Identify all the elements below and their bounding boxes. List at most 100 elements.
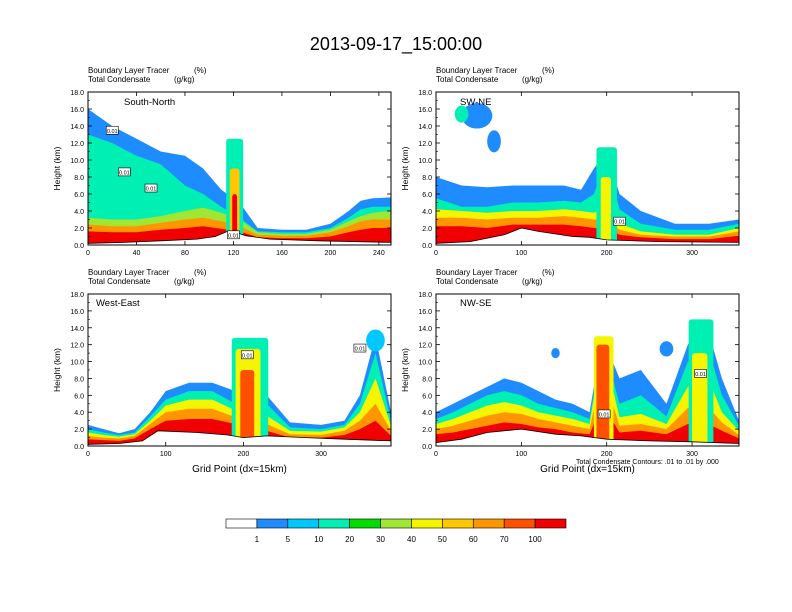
x-tick-label: 200 bbox=[601, 250, 613, 257]
panel-name: South-North bbox=[124, 97, 175, 108]
panel-header-unit1: (%) bbox=[542, 268, 555, 277]
cloud-blob-0 bbox=[366, 329, 385, 352]
y-tick-label: 0.0 bbox=[74, 444, 84, 451]
y-tick-label: 12.0 bbox=[70, 343, 84, 350]
y-tick-label: 8.0 bbox=[422, 175, 432, 182]
contour-label-box bbox=[227, 230, 240, 240]
x-tick-label: 0 bbox=[86, 250, 90, 257]
contour-label: 0.01 bbox=[599, 412, 610, 418]
contour-label-box bbox=[597, 409, 611, 419]
y-axis-label: Height (km) bbox=[52, 146, 62, 190]
y-tick-label: 14.0 bbox=[418, 326, 432, 333]
y-axis-label: Height (km) bbox=[52, 348, 62, 392]
y-tick-label: 8.0 bbox=[422, 376, 432, 383]
y-tick-label: 4.0 bbox=[74, 410, 84, 417]
colorbar-swatch-5 bbox=[380, 518, 412, 529]
panel-header-line2: Total Condensate bbox=[436, 75, 499, 84]
x-tick-label: 240 bbox=[373, 250, 385, 257]
cloud-blob-1 bbox=[487, 130, 501, 153]
panel-header-unit2: (g/kg) bbox=[522, 277, 543, 286]
y-tick-label: 6.0 bbox=[422, 192, 432, 199]
y-tick-label: 16.0 bbox=[418, 309, 432, 316]
panel-header-line1: Boundary Layer Tracer bbox=[436, 268, 518, 277]
plot-area bbox=[436, 92, 739, 245]
x-axis-label: Grid Point (dx=15km) bbox=[540, 464, 635, 475]
colorbar-label: 30 bbox=[376, 535, 385, 544]
plot-area bbox=[88, 294, 391, 446]
colorbar: 1 5 10 20 30 40 50 60 70 100 bbox=[225, 518, 567, 544]
y-tick-label: 4.0 bbox=[74, 209, 84, 216]
y-tick-label: 10.0 bbox=[418, 360, 432, 367]
y-tick-label: 18.0 bbox=[70, 90, 84, 97]
contour-label-box bbox=[118, 167, 131, 177]
convective-tower-1 bbox=[600, 177, 611, 245]
panel-header-unit2: (g/kg) bbox=[174, 277, 195, 286]
x-tick-label: 100 bbox=[516, 250, 528, 257]
contour-label-box bbox=[105, 125, 119, 135]
y-tick-label: 12.0 bbox=[418, 141, 432, 148]
x-tick-label: 120 bbox=[228, 250, 240, 257]
colorbar-swatch-9 bbox=[503, 518, 536, 529]
contour-label: 0.01 bbox=[228, 233, 239, 239]
colorbar-label: 50 bbox=[438, 535, 447, 544]
y-tick-label: 10.0 bbox=[70, 360, 84, 367]
y-tick-label: 8.0 bbox=[74, 175, 84, 182]
contour-label: 0.01 bbox=[119, 170, 130, 176]
panel-header-line2: Total Condensate bbox=[88, 277, 151, 286]
y-tick-label: 18.0 bbox=[418, 90, 432, 97]
y-tick-label: 16.0 bbox=[70, 309, 84, 316]
panel-name: NW-SE bbox=[460, 298, 492, 309]
panel-header-line1: Boundary Layer Tracer bbox=[88, 66, 170, 75]
panel-name: SW-NE bbox=[460, 97, 492, 108]
panel-header-unit1: (%) bbox=[542, 66, 555, 75]
contour-footnote: Total Condensate Contours: .01 to .01 by… bbox=[576, 459, 719, 466]
colorbar-label: 40 bbox=[407, 535, 416, 544]
panel-header-unit1: (%) bbox=[194, 66, 207, 75]
x-tick-label: 200 bbox=[238, 451, 250, 458]
y-axis-label: Height (km) bbox=[400, 146, 410, 190]
panel-header-line2: Total Condensate bbox=[88, 75, 151, 84]
y-tick-label: 12.0 bbox=[418, 343, 432, 350]
contour-label-box bbox=[240, 350, 254, 360]
y-axis-label: Height (km) bbox=[400, 348, 410, 392]
x-tick-label: 100 bbox=[160, 451, 172, 458]
colorbar-label: 10 bbox=[314, 535, 323, 544]
contour-label: 0.01 bbox=[242, 353, 253, 359]
y-tick-label: 2.0 bbox=[422, 427, 432, 434]
plot-area bbox=[436, 294, 739, 446]
contour-label-box bbox=[353, 343, 367, 353]
y-tick-label: 4.0 bbox=[422, 209, 432, 216]
panel-header-unit1: (%) bbox=[194, 268, 207, 277]
panel-header-line1: Boundary Layer Tracer bbox=[88, 268, 170, 277]
colorbar-label: 1 bbox=[255, 535, 260, 544]
x-tick-label: 0 bbox=[434, 250, 438, 257]
x-tick-label: 200 bbox=[601, 451, 613, 458]
colorbar-label: 70 bbox=[500, 535, 509, 544]
y-tick-label: 2.0 bbox=[74, 427, 84, 434]
y-tick-label: 0.0 bbox=[74, 243, 84, 250]
x-tick-label: 40 bbox=[133, 250, 141, 257]
colorbar-swatch-7 bbox=[442, 518, 474, 529]
x-axis-label: Grid Point (dx=15km) bbox=[192, 464, 287, 475]
contour-label: 0.01 bbox=[355, 347, 366, 353]
x-tick-label: 160 bbox=[276, 250, 288, 257]
y-tick-label: 6.0 bbox=[74, 393, 84, 400]
colorbar-label: 60 bbox=[469, 535, 478, 544]
panel-header-unit2: (g/kg) bbox=[522, 75, 543, 84]
contour-label: 0.01 bbox=[614, 220, 625, 226]
y-tick-label: 0.0 bbox=[422, 243, 432, 250]
colorbar-swatch-10 bbox=[534, 518, 567, 529]
contour-label: 0.01 bbox=[146, 187, 157, 193]
plot-area bbox=[88, 92, 391, 245]
contour-label-box bbox=[144, 183, 158, 193]
y-tick-label: 2.0 bbox=[74, 226, 84, 233]
terrain bbox=[436, 428, 739, 446]
y-tick-label: 14.0 bbox=[70, 124, 84, 131]
colorbar-label: 100 bbox=[528, 535, 542, 544]
contour-label-box bbox=[694, 369, 707, 378]
y-tick-label: 14.0 bbox=[70, 326, 84, 333]
colorbar-swatch-1 bbox=[256, 518, 289, 529]
panel-header-unit2: (g/kg) bbox=[174, 75, 195, 84]
figure-title: 2013-09-17_15:00:00 bbox=[310, 34, 482, 55]
